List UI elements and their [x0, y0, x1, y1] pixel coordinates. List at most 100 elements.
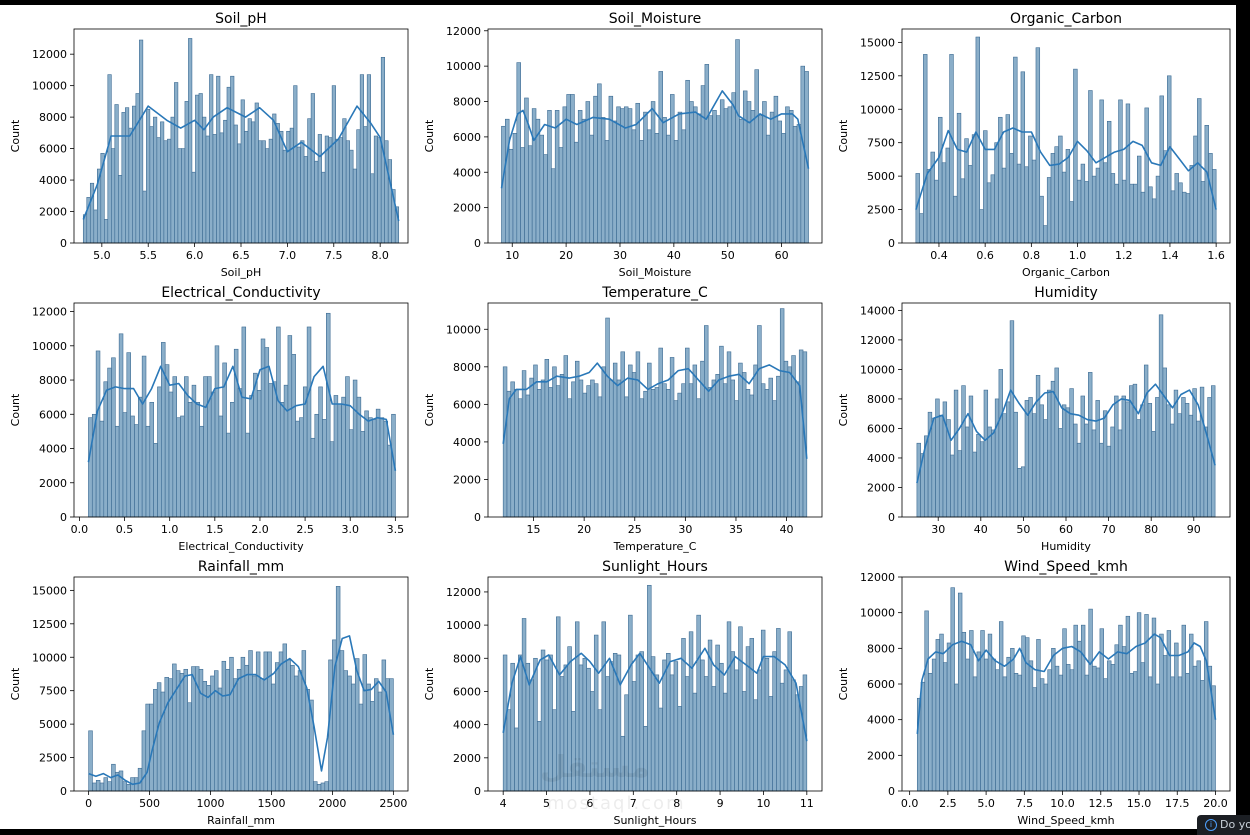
- histogram-bar: [1009, 320, 1015, 518]
- histogram-bar: [968, 395, 974, 518]
- x-tick-label: 7.5: [325, 249, 343, 262]
- histogram-bar: [677, 111, 683, 244]
- histogram-bar: [307, 118, 312, 244]
- histogram-bar: [654, 387, 660, 518]
- histogram-bar: [326, 312, 331, 518]
- histogram-bar: [753, 699, 758, 792]
- histogram-bar: [766, 134, 771, 244]
- notice-toast[interactable]: i Do yo: [1197, 815, 1250, 835]
- histogram-bar: [960, 178, 965, 244]
- histogram-bar: [259, 678, 265, 792]
- histogram-bar: [128, 127, 133, 244]
- histogram-bar: [349, 149, 354, 244]
- histogram-bar: [221, 660, 227, 792]
- y-tick-label: 4000: [453, 166, 481, 179]
- histogram-bar: [539, 134, 544, 244]
- y-tick-label: 6000: [453, 685, 481, 698]
- histogram-bar: [135, 93, 140, 244]
- histogram-bar: [191, 171, 196, 244]
- histogram-bar: [177, 148, 182, 244]
- histogram-bar: [521, 370, 527, 518]
- histogram-bar: [1114, 395, 1119, 518]
- x-tick-label: 40: [974, 523, 988, 536]
- histogram-panel: 15 20 25 30 35 40 0 2000 4000 6000 8000 10000 Temper…: [423, 285, 823, 553]
- histogram-bar: [226, 86, 231, 244]
- histogram-bar: [650, 101, 656, 244]
- histogram-bar: [317, 134, 322, 244]
- x-tick-label: 0.5: [116, 523, 134, 536]
- histogram-bar: [685, 79, 690, 244]
- histogram-bar: [987, 633, 993, 792]
- histogram-bar: [1207, 397, 1212, 518]
- histogram-bar: [554, 110, 560, 244]
- histogram-bar: [267, 651, 272, 792]
- histogram-bar: [1147, 403, 1153, 518]
- histogram-panel: 0.0 2.5 5.0 7.5 10.0 12.5 15.0 17.5 20.0 0 2000 400…: [837, 559, 1231, 827]
- histogram-bar: [1197, 98, 1202, 244]
- histogram-bar: [111, 148, 116, 244]
- histogram-bar: [556, 616, 561, 792]
- histogram-bar: [1189, 633, 1194, 792]
- histogram-bar: [1129, 672, 1134, 792]
- histogram-bar: [363, 126, 368, 244]
- y-tick-label: 10000: [860, 103, 895, 116]
- y-axis-label: Count: [837, 667, 850, 700]
- histogram-bar: [300, 140, 305, 244]
- histogram-bar: [212, 134, 217, 244]
- histogram-bar: [1017, 467, 1022, 518]
- histogram-bar: [352, 379, 358, 518]
- histogram-bar: [1137, 155, 1142, 244]
- histogram-bar: [1103, 678, 1108, 792]
- histogram-bar: [248, 650, 253, 792]
- histogram-bar: [1203, 426, 1208, 518]
- histogram-bar: [616, 106, 621, 244]
- axes-frame: [487, 302, 823, 518]
- histogram-bar: [328, 137, 333, 244]
- histogram-bar: [251, 121, 256, 244]
- histogram-bar: [118, 770, 124, 792]
- histogram-bar: [258, 140, 263, 244]
- histogram-bar: [757, 669, 762, 792]
- histogram-bar: [585, 101, 591, 244]
- histogram-bar: [590, 691, 595, 792]
- histogram-bar: [935, 639, 940, 792]
- histogram-bar: [991, 429, 996, 518]
- histogram-bar: [787, 366, 792, 518]
- histogram-bar: [225, 668, 230, 792]
- kde-line: [82, 105, 400, 222]
- histogram-bar: [1058, 135, 1063, 244]
- x-axis-label: Electrical_Conductivity: [178, 540, 304, 553]
- histogram-bar: [1110, 664, 1116, 792]
- histogram-bar: [548, 387, 553, 518]
- histogram-bar: [950, 454, 955, 518]
- histogram-bar: [965, 426, 970, 518]
- x-tick-label: 15: [527, 523, 541, 536]
- histogram-bar: [707, 387, 713, 518]
- histogram-bar: [164, 677, 169, 792]
- y-tick-label: 12000: [860, 571, 895, 584]
- y-axis-label: Count: [837, 119, 850, 152]
- histogram-bar: [769, 111, 775, 244]
- histogram-bar: [800, 65, 805, 244]
- histogram-bar: [521, 618, 527, 792]
- y-tick-label: 4000: [453, 719, 481, 732]
- histogram-bar: [681, 383, 686, 518]
- histogram-bar: [956, 112, 962, 244]
- histogram-bar: [1204, 125, 1209, 244]
- histogram-bar: [768, 377, 773, 518]
- histogram-bar: [226, 432, 231, 518]
- x-tick-label: 500: [139, 797, 160, 810]
- histogram-bar: [176, 417, 181, 518]
- histogram-bar: [366, 74, 371, 244]
- y-tick-label: 10000: [32, 340, 67, 353]
- histogram-bar: [316, 784, 322, 792]
- histogram-bar: [643, 390, 648, 518]
- histogram-bar: [983, 389, 989, 518]
- histogram-bar: [172, 376, 177, 518]
- y-tick-label: 4000: [867, 714, 895, 727]
- histogram-bar: [1002, 413, 1007, 518]
- histogram-bar: [939, 633, 944, 792]
- histogram-bar: [88, 730, 93, 792]
- histogram-bar: [1013, 411, 1018, 518]
- histogram-bar: [1173, 389, 1179, 518]
